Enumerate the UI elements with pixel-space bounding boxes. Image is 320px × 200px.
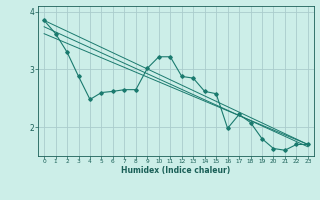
X-axis label: Humidex (Indice chaleur): Humidex (Indice chaleur): [121, 166, 231, 175]
